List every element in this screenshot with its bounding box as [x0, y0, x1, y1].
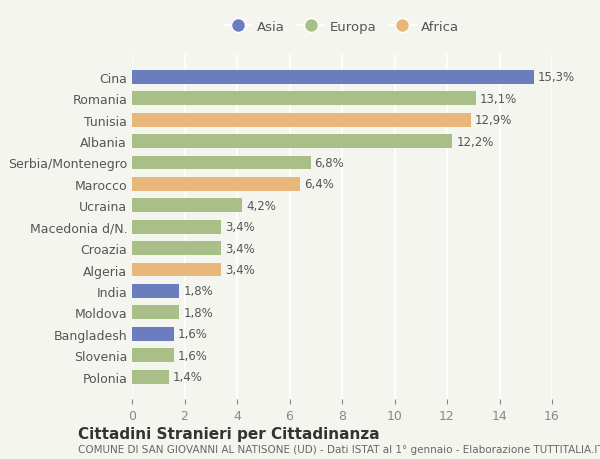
Bar: [132, 199, 242, 213]
Text: 13,1%: 13,1%: [480, 93, 517, 106]
Bar: [132, 156, 311, 170]
Bar: [132, 92, 476, 106]
Bar: [132, 284, 179, 298]
Text: 1,8%: 1,8%: [183, 306, 213, 319]
Legend: Asia, Europa, Africa: Asia, Europa, Africa: [221, 17, 463, 38]
Text: 3,4%: 3,4%: [225, 242, 255, 255]
Bar: [132, 135, 452, 149]
Text: 1,6%: 1,6%: [178, 349, 208, 362]
Bar: [132, 263, 221, 277]
Text: 4,2%: 4,2%: [246, 199, 276, 213]
Bar: [132, 306, 179, 319]
Bar: [132, 220, 221, 234]
Bar: [132, 178, 300, 191]
Text: 12,2%: 12,2%: [456, 135, 494, 148]
Bar: [132, 241, 221, 256]
Text: 12,9%: 12,9%: [475, 114, 512, 127]
Text: 3,4%: 3,4%: [225, 221, 255, 234]
Text: 6,8%: 6,8%: [314, 157, 344, 170]
Text: 6,4%: 6,4%: [304, 178, 334, 191]
Bar: [132, 370, 169, 384]
Bar: [132, 113, 470, 127]
Bar: [132, 327, 174, 341]
Text: 15,3%: 15,3%: [538, 71, 575, 84]
Text: 3,4%: 3,4%: [225, 263, 255, 276]
Bar: [132, 348, 174, 362]
Bar: [132, 71, 533, 84]
Text: COMUNE DI SAN GIOVANNI AL NATISONE (UD) - Dati ISTAT al 1° gennaio - Elaborazion: COMUNE DI SAN GIOVANNI AL NATISONE (UD) …: [78, 444, 600, 454]
Text: 1,6%: 1,6%: [178, 328, 208, 341]
Text: 1,8%: 1,8%: [183, 285, 213, 298]
Text: Cittadini Stranieri per Cittadinanza: Cittadini Stranieri per Cittadinanza: [78, 425, 380, 441]
Text: 1,4%: 1,4%: [173, 370, 203, 383]
